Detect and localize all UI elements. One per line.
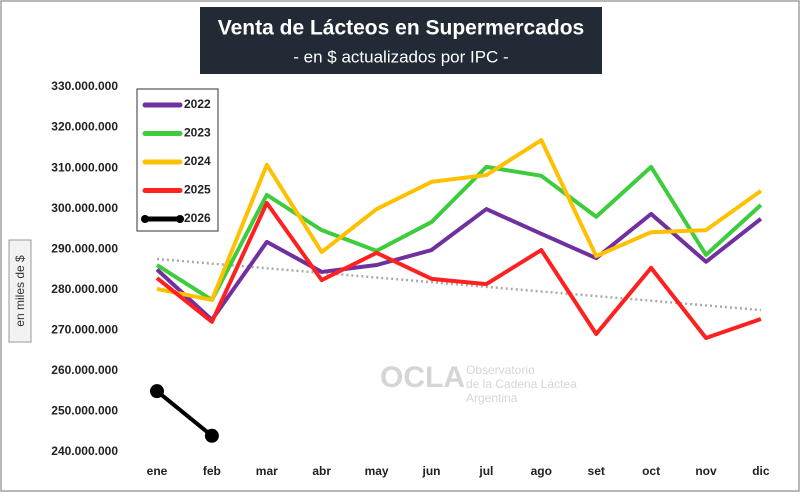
y-tick-label: 330.000.000 bbox=[51, 79, 118, 93]
x-tick-label: ene bbox=[147, 464, 168, 478]
y-tick-label: 250.000.000 bbox=[51, 404, 118, 418]
watermark-logo: OCLA bbox=[380, 361, 465, 394]
series-line bbox=[155, 389, 214, 438]
watermark: OCLA Observatorio de la Cadena Láctea Ar… bbox=[380, 361, 577, 405]
legend-swatch bbox=[176, 215, 184, 223]
x-tick-label: set bbox=[588, 464, 605, 478]
y-tick-label: 280.000.000 bbox=[51, 282, 118, 296]
x-tick-label: feb bbox=[203, 464, 221, 478]
x-tick-label: jul bbox=[478, 464, 493, 478]
x-tick-label: nov bbox=[695, 464, 717, 478]
y-tick-label: 300.000.000 bbox=[51, 201, 118, 215]
y-tick-label: 290.000.000 bbox=[51, 241, 118, 255]
watermark-text: Argentina bbox=[466, 391, 518, 405]
point bbox=[204, 428, 219, 443]
legend-label: 2025 bbox=[184, 183, 211, 197]
x-tick-label: oct bbox=[642, 464, 660, 478]
x-tick-label: abr bbox=[312, 464, 331, 478]
series-line bbox=[155, 164, 763, 302]
x-tick-label: ago bbox=[531, 464, 552, 478]
legend-label: 2024 bbox=[184, 154, 211, 168]
y-tick-label: 320.000.000 bbox=[51, 120, 118, 134]
legend-label: 2023 bbox=[184, 126, 211, 140]
y-tick-label: 310.000.000 bbox=[51, 160, 118, 174]
y-label-box bbox=[8, 239, 32, 343]
legend-label: 2022 bbox=[184, 97, 211, 111]
legend-label: 2026 bbox=[184, 211, 211, 225]
y-tick-label: 240.000.000 bbox=[51, 444, 118, 458]
series-line bbox=[156, 138, 763, 302]
x-tick-label: may bbox=[365, 464, 389, 478]
y-tick-label: 260.000.000 bbox=[51, 363, 118, 377]
x-tick-label: mar bbox=[256, 464, 278, 478]
chart-title: Venta de Lácteos en Supermercados bbox=[218, 17, 584, 40]
watermark-text: Observatorio bbox=[466, 363, 535, 377]
y-tick-label: 270.000.000 bbox=[51, 323, 118, 337]
watermark-text: de la Cadena Láctea bbox=[466, 377, 577, 391]
series-line bbox=[155, 207, 763, 322]
chart-subtitle: - en $ actualizados por IPC - bbox=[293, 47, 508, 66]
x-tick-label: dic bbox=[752, 464, 770, 478]
y-axis-label: en miles de $ bbox=[13, 255, 27, 327]
point bbox=[150, 384, 164, 399]
legend-swatch bbox=[141, 215, 149, 223]
title-box bbox=[200, 7, 602, 74]
series-line bbox=[155, 200, 762, 341]
trend-line bbox=[156, 257, 762, 312]
x-tick-label: jun bbox=[422, 464, 441, 478]
